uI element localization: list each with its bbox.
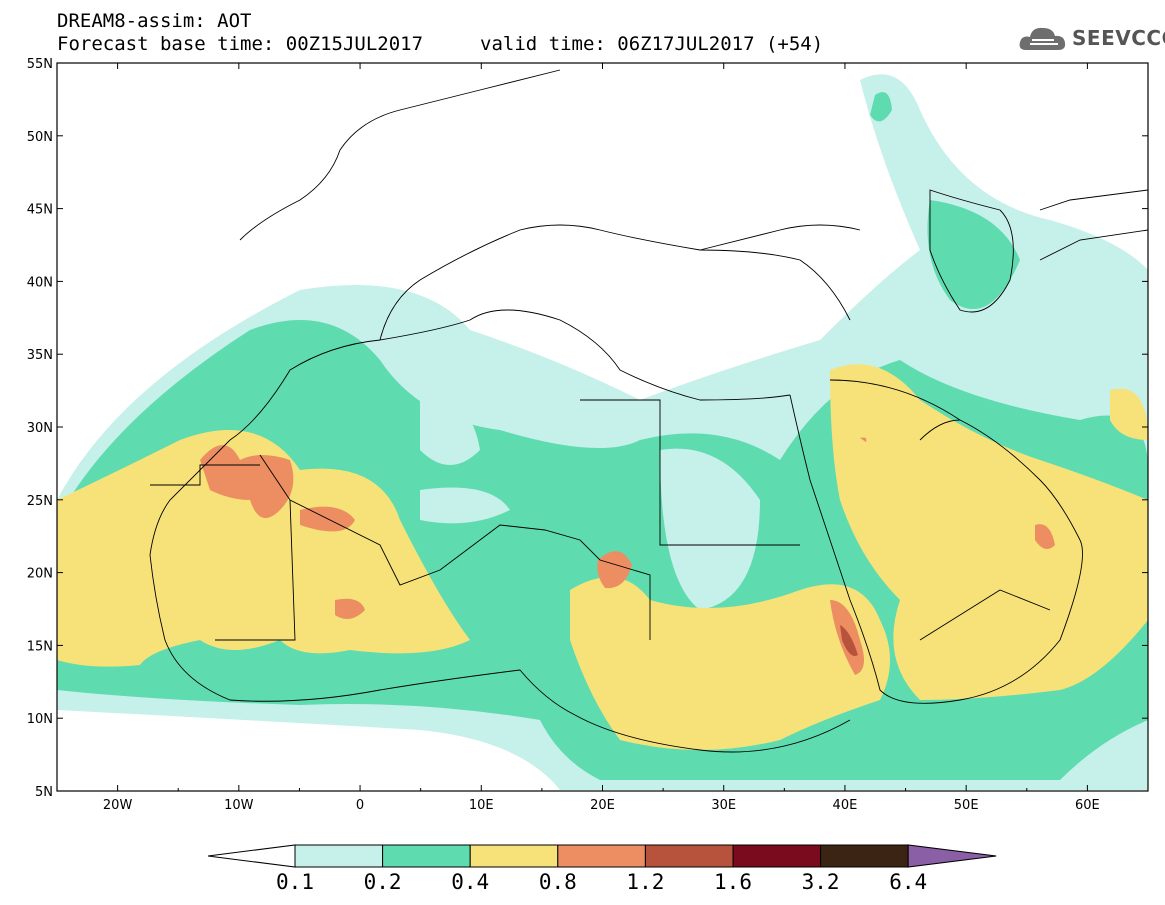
- colorbar-label: 0.8: [539, 870, 577, 894]
- aot-band-0.8-mauritania: [200, 445, 294, 518]
- aot-band-0.8-gulf: [860, 437, 867, 442]
- colorbar-swatch: [820, 844, 909, 868]
- colorbar-label: 1.6: [714, 870, 752, 894]
- colorbar-swatch: [469, 844, 559, 868]
- lat-label: 25N: [27, 494, 53, 509]
- lat-label: 30N: [27, 421, 53, 436]
- aot-hole-sahel: [420, 487, 510, 524]
- aot-band-0.8-niger: [335, 598, 365, 619]
- lon-label: 0: [356, 798, 364, 813]
- lat-label: 50N: [27, 130, 53, 145]
- aot-field: [57, 74, 1148, 791]
- aot-hole-libya: [420, 398, 480, 465]
- colorbar-swatch: [294, 844, 384, 868]
- colorbar-arrow-left: [207, 844, 296, 868]
- colorbar-label: 0.1: [276, 870, 314, 894]
- aot-band-0.2-north: [870, 92, 892, 122]
- aot-band-0.2-caspian: [927, 200, 1020, 309]
- colorbar-label: 6.4: [889, 870, 927, 894]
- lon-label: 60E: [1075, 798, 1100, 813]
- aot-hole-egypt: [660, 448, 760, 610]
- product-title: DREAM8-assim: AOT: [57, 10, 252, 32]
- aot-band-0.4-west: [57, 430, 470, 667]
- lat-label: 40N: [27, 275, 53, 290]
- cloud-icon: [1019, 27, 1066, 50]
- base-time: Forecast base time: 00Z15JUL2017: [57, 33, 424, 55]
- lon-label: 10W: [224, 798, 254, 813]
- aot-band-0.4-iran: [1110, 388, 1148, 440]
- logo-text: SEEVCCC: [1072, 26, 1165, 50]
- colorbar-label: 0.4: [451, 870, 489, 894]
- lat-label: 45N: [27, 203, 53, 218]
- colorbar-label: 3.2: [802, 870, 840, 894]
- lon-label: 40E: [833, 798, 858, 813]
- lon-label: 30E: [711, 798, 736, 813]
- lat-label: 15N: [27, 639, 53, 654]
- colorbar-swatch: [644, 844, 734, 868]
- lat-label: 20N: [27, 567, 53, 582]
- colorbar-swatch: [557, 844, 646, 868]
- aot-band-0.8-oman: [1035, 524, 1055, 549]
- colorbar-arrow-right: [907, 844, 997, 868]
- valid-time: valid time: 06Z17JUL2017 (+54): [480, 33, 824, 55]
- lon-label: 20W: [103, 798, 133, 813]
- colorbar-label: 0.2: [364, 870, 402, 894]
- axes: 20W 10W 0 10E 20E 30E 40E 50E 60E 55N 50N 45N 40N 35N…: [27, 57, 1149, 813]
- aot-band-1.2-eritrea: [840, 625, 858, 656]
- lat-label: 10N: [27, 712, 53, 727]
- colorbar: 0.1 0.2 0.4 0.8 1.2 1.6 3.2 6.4: [207, 844, 997, 894]
- lat-label: 35N: [27, 348, 53, 363]
- colorbar-swatch: [382, 844, 471, 868]
- seevccc-logo: SEEVCCC: [1018, 22, 1165, 56]
- aot-band-0.8-chad: [597, 551, 632, 589]
- coastlines: [149, 69, 1148, 753]
- colorbar-swatch: [732, 844, 822, 868]
- lat-label: 55N: [27, 57, 53, 72]
- lon-label: 20E: [590, 798, 615, 813]
- lon-label: 50E: [954, 798, 979, 813]
- lon-label: 10E: [469, 798, 494, 813]
- lat-label: 5N: [35, 785, 53, 800]
- colorbar-label: 1.2: [626, 870, 664, 894]
